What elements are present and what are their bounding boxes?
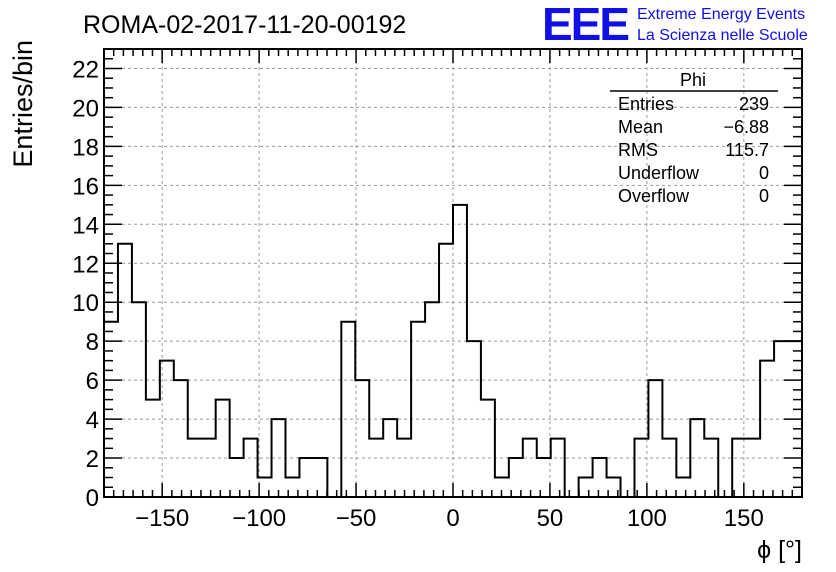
x-axis-label: ϕ [°] (757, 536, 802, 564)
stats-label-rms: RMS (618, 140, 658, 160)
chart-title: ROMA-02-2017-11-20-00192 (83, 11, 406, 39)
stats-value-mean: −6.88 (723, 117, 769, 137)
x-tick-label: −50 (336, 505, 377, 532)
x-tick-label: −150 (135, 505, 189, 532)
y-tick-label: 14 (72, 212, 99, 239)
x-tick-label: 100 (627, 505, 667, 532)
stats-value-rms: 115.7 (725, 140, 769, 160)
y-tick-label: 2 (86, 446, 99, 473)
stats-label-underflow: Underflow (618, 163, 700, 183)
x-tick-label: 50 (537, 505, 564, 532)
y-tick-label: 4 (86, 407, 99, 434)
y-tick-label: 0 (86, 485, 99, 512)
x-tick-label: 0 (446, 505, 459, 532)
stats-title: Phi (680, 70, 706, 90)
logo-line-1: Extreme Energy Events (637, 6, 805, 23)
y-tick-label: 18 (72, 134, 99, 161)
stats-value-entries: 239 (739, 94, 769, 114)
y-tick-label: 10 (72, 290, 99, 317)
y-tick-label: 22 (72, 56, 99, 83)
histogram-step-line (104, 203, 802, 498)
x-tick-label: −100 (232, 505, 286, 532)
axis-ticks (104, 48, 802, 498)
logo-line-2: La Scienza nelle Scuole (637, 27, 808, 44)
stats-label-overflow: Overflow (618, 186, 690, 206)
y-axis-label: Entries/bin (8, 40, 38, 168)
stats-value-overflow: 0 (759, 186, 769, 206)
x-tick-labels: −150 −100 −50 0 50 100 150 (135, 505, 764, 532)
y-tick-label: 6 (86, 368, 99, 395)
grid-lines (104, 49, 802, 497)
stats-label-entries: Entries (618, 94, 674, 114)
stats-box: Phi Entries 239 Mean −6.88 RMS 115.7 Und… (610, 70, 778, 206)
y-tick-label: 8 (86, 329, 99, 356)
y-tick-label: 12 (72, 251, 99, 278)
y-tick-label: 16 (72, 173, 99, 200)
eee-logo: EEE (542, 0, 628, 50)
stats-label-mean: Mean (618, 117, 663, 137)
x-tick-label: 150 (724, 505, 764, 532)
y-tick-label: 20 (72, 95, 99, 122)
y-tick-labels: 0 2 4 6 8 10 12 14 16 18 20 22 (72, 56, 99, 512)
stats-value-underflow: 0 (759, 163, 769, 183)
